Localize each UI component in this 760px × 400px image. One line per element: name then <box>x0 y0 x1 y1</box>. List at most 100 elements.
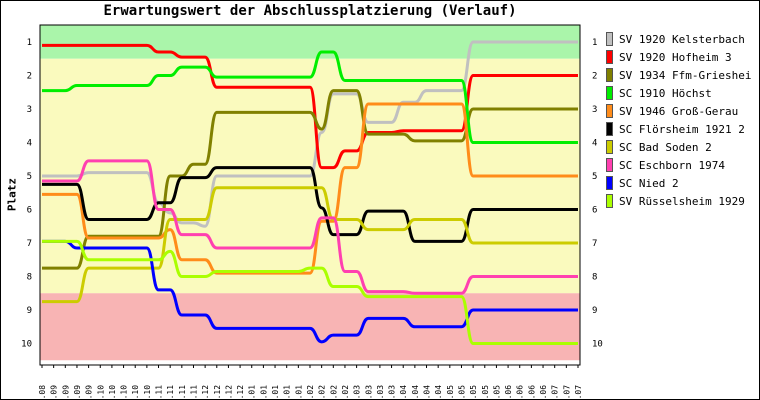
x-tick-label: 05.06 <box>504 385 513 400</box>
x-tick-label: 28.11 <box>189 385 198 400</box>
legend-item: SC Nied 2 <box>606 174 752 192</box>
y-tick-label-right: 10 <box>592 340 603 350</box>
x-tick-label: 23.01 <box>283 385 292 400</box>
x-tick-label: 16.01 <box>271 385 280 400</box>
series-line-4 <box>42 102 578 275</box>
y-tick-label-right: 6 <box>592 206 597 216</box>
legend-swatch <box>606 104 613 118</box>
x-tick-label: 15.05 <box>469 385 478 400</box>
legend-swatch <box>606 86 613 100</box>
x-tick-label: 21.11 <box>178 385 187 400</box>
x-tick-label: 03.04 <box>399 385 408 400</box>
legend-item: SV 1920 Hofheim 3 <box>606 48 752 66</box>
y-tick-label-right: 4 <box>592 139 597 149</box>
x-tick-label: 19.12 <box>224 385 233 400</box>
x-tick-label: 26.12 <box>236 385 245 400</box>
x-tick-label: 27.03 <box>388 385 397 400</box>
x-tick-label: 06.02 <box>306 385 315 400</box>
legend-label: SV 1934 Ffm-Griesheim <box>619 68 752 82</box>
legend-label: SC Nied 2 <box>619 176 679 190</box>
series-line-5 <box>41 166 578 243</box>
x-tick-label: 27.02 <box>341 385 350 400</box>
x-tick-label: 10.10 <box>108 385 117 400</box>
legend-label: SC 1910 Höchst <box>619 86 712 100</box>
x-tick-label: 05.12 <box>201 385 210 400</box>
series-line-9 <box>42 239 578 345</box>
series-line-8 <box>42 239 578 344</box>
x-tick-label: 24.04 <box>434 385 443 400</box>
legend-label: SC Eschborn 1974 <box>619 158 725 172</box>
x-tick-label: 06.03 <box>353 385 362 400</box>
chart-title: Erwartungswert der Abschlussplatzierung … <box>103 3 517 19</box>
x-tick-label: 14.11 <box>166 385 175 400</box>
x-tick-label: 10.07 <box>562 385 571 400</box>
x-tick-label: 05.09 <box>50 385 59 400</box>
y-tick-label-left: 4 <box>27 139 32 149</box>
y-tick-label-right: 7 <box>592 239 597 249</box>
x-tick-label: 22.05 <box>481 385 490 400</box>
x-tick-label: 19.06 <box>527 385 536 400</box>
x-tick-label: 12.12 <box>213 385 222 400</box>
y-tick-label-left: 3 <box>27 105 32 115</box>
legend-label: SV 1946 Groß-Gerau <box>619 104 739 118</box>
legend-item: SC Eschborn 1974 <box>606 156 752 174</box>
x-tick-label: 17.10 <box>120 385 129 400</box>
legend-item: SC Bad Soden 2 <box>606 138 752 156</box>
chart-legend: SV 1920 Kelsterbach SV 1920 Hofheim 3 SV 1… <box>606 30 752 210</box>
x-tick-label: 24.10 <box>131 385 140 400</box>
x-tick-label: 12.06 <box>516 385 525 400</box>
y-tick-label-right: 1 <box>592 38 597 48</box>
legend-label: SV 1920 Kelsterbach <box>619 32 745 46</box>
band-2 <box>40 293 580 361</box>
y-tick-label-right: 8 <box>592 273 597 283</box>
y-tick-label-left: 7 <box>27 239 32 249</box>
legend-swatch <box>606 32 613 46</box>
series-line-2 <box>42 89 578 270</box>
legend-swatch <box>606 158 613 172</box>
legend-item: SV 1946 Groß-Gerau <box>606 102 752 120</box>
y-tick-label-left: 2 <box>27 72 32 82</box>
y-axis-label: Platz <box>5 177 19 212</box>
x-tick-label: 20.03 <box>376 385 385 400</box>
x-tick-label: 29.05 <box>492 385 501 400</box>
legend-swatch <box>606 176 613 190</box>
y-tick-label-right: 5 <box>592 172 597 182</box>
legend-item: SC Flörsheim 1921 2 <box>606 120 752 138</box>
series-line-6 <box>42 186 578 304</box>
x-tick-label: 17.04 <box>423 385 432 400</box>
x-tick-label: 08.05 <box>457 385 466 400</box>
x-tick-label: 07.11 <box>155 385 164 400</box>
legend-label: SC Flörsheim 1921 2 <box>619 122 745 136</box>
x-tick-label: 20.02 <box>329 385 338 400</box>
legend-label: SV Rüsselsheim 1929 <box>619 194 745 208</box>
legend-swatch <box>606 50 613 64</box>
x-tick-label: 26.06 <box>539 385 548 400</box>
y-tick-label-left: 9 <box>27 306 32 316</box>
x-tick-label: 09.01 <box>259 385 268 400</box>
legend-item: SV 1920 Kelsterbach <box>606 30 752 48</box>
x-tick-label: 13.02 <box>318 385 327 400</box>
legend-swatch <box>606 140 613 154</box>
y-tick-label-left: 6 <box>27 206 32 216</box>
y-tick-label-right: 2 <box>592 72 597 82</box>
legend-item: SV Rüsselsheim 1929 <box>606 192 752 210</box>
x-tick-label: 17.07 <box>574 385 583 400</box>
legend-swatch <box>606 194 613 208</box>
series-line-0 <box>41 40 578 228</box>
legend-item: SC 1910 Höchst <box>606 84 752 102</box>
x-tick-label: 03.10 <box>96 385 105 400</box>
x-tick-label: 26.09 <box>85 385 94 400</box>
x-tick-label: 12.09 <box>61 385 70 400</box>
legend-item: SV 1934 Ffm-Griesheim <box>606 66 752 84</box>
y-tick-label-left: 5 <box>27 172 32 182</box>
series-line-7 <box>42 159 578 295</box>
y-tick-label-left: 1 <box>27 38 32 48</box>
y-tick-label-right: 9 <box>592 306 597 316</box>
y-tick-label-left: 10 <box>21 340 32 350</box>
x-tick-label: 13.03 <box>364 385 373 400</box>
x-tick-label: 29.08 <box>38 385 47 400</box>
legend-label: SC Bad Soden 2 <box>619 140 712 154</box>
x-tick-label: 31.10 <box>143 385 152 400</box>
legend-label: SV 1920 Hofheim 3 <box>619 50 732 64</box>
